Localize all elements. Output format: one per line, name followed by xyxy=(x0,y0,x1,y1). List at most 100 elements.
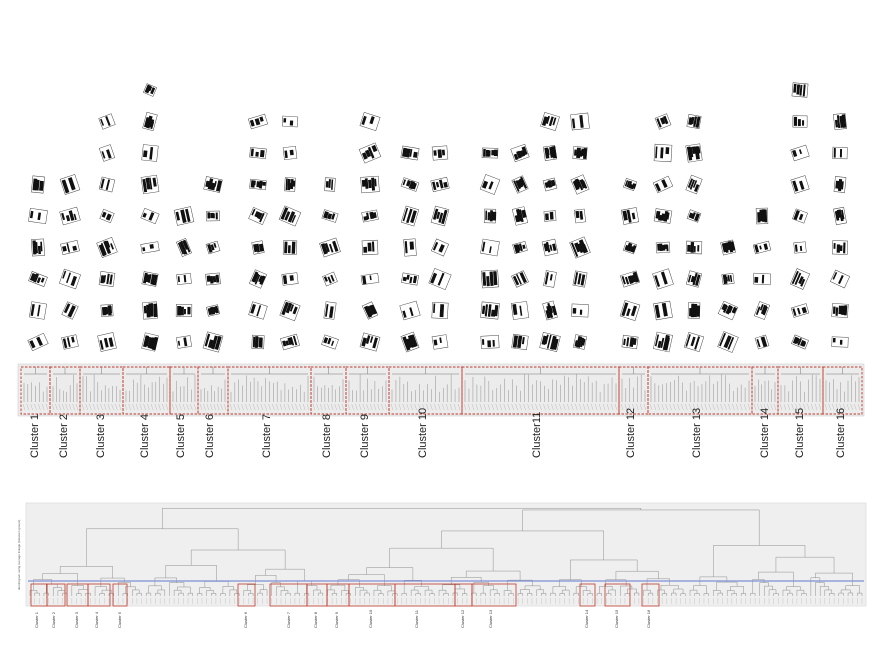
footprint-block xyxy=(493,149,498,157)
footprint-block xyxy=(215,180,222,192)
leaf-tick xyxy=(418,403,421,411)
footprint-block xyxy=(110,243,114,250)
footprint-block xyxy=(482,272,487,286)
footprint-block xyxy=(149,243,154,249)
footprint-block xyxy=(213,242,217,248)
leaf-tick xyxy=(704,403,708,411)
leaf-tick xyxy=(30,403,33,411)
building-footprint xyxy=(27,332,49,352)
footprint-block xyxy=(481,241,486,252)
footprint-block xyxy=(147,337,153,349)
leaf-tick xyxy=(158,403,161,411)
footprint-block xyxy=(665,147,670,155)
bottom-cluster-boxes xyxy=(30,583,660,607)
top-cluster-boxes xyxy=(20,366,863,415)
building-footprint xyxy=(789,268,811,290)
footprint-block xyxy=(694,336,701,350)
leaf-tick xyxy=(846,403,850,411)
footprint-block xyxy=(697,245,700,252)
footprint-block xyxy=(798,149,803,155)
footprint-block xyxy=(840,181,844,190)
leaf-tick xyxy=(366,403,369,411)
footprint-block xyxy=(145,177,151,190)
footprint-block xyxy=(544,334,549,345)
footprint-block xyxy=(494,305,499,317)
building-footprint xyxy=(510,301,530,320)
footprint-block xyxy=(549,305,554,313)
footprint-block xyxy=(574,242,582,253)
building-footprint xyxy=(790,303,810,318)
footprint-outline xyxy=(831,336,849,348)
footprint-block xyxy=(413,151,418,158)
leaf-tick xyxy=(351,403,354,411)
building-footprint xyxy=(206,210,220,222)
leaf-tick xyxy=(312,403,316,411)
leaf-tick xyxy=(543,403,546,411)
leaf-tick xyxy=(551,403,554,411)
building-footprint xyxy=(202,331,224,353)
leaf-tick xyxy=(355,403,358,411)
footprint-block xyxy=(621,275,626,285)
footprint-block xyxy=(631,245,637,253)
footprint-block xyxy=(621,302,629,317)
footprint-block xyxy=(654,275,661,288)
footprint-block xyxy=(802,341,807,347)
leaf-tick xyxy=(150,403,154,411)
leaf-tick xyxy=(736,403,739,411)
leaf-tick xyxy=(467,403,471,411)
leaf-tick xyxy=(843,403,846,411)
footprint-block xyxy=(284,150,288,159)
building-footprint xyxy=(653,208,673,224)
footprint-block xyxy=(100,178,105,189)
footprint-block xyxy=(29,273,37,282)
building-footprint xyxy=(717,300,739,321)
footprint-block xyxy=(661,302,668,317)
footprint-block xyxy=(694,213,700,222)
building-footprint xyxy=(829,269,851,289)
footprint-block xyxy=(835,307,839,316)
leaf-tick xyxy=(732,403,735,411)
leaf-tick xyxy=(162,403,165,411)
footprint-block xyxy=(142,212,147,218)
leaf-tick xyxy=(747,403,751,411)
footprint-block xyxy=(436,211,441,220)
building-footprint xyxy=(623,178,637,191)
leaf-tick xyxy=(531,403,534,411)
top-dendrogram-background xyxy=(17,363,865,417)
footprint-block xyxy=(578,239,588,254)
leaf-tick xyxy=(753,403,757,411)
bottom-cluster-label-16: Cluster 16 xyxy=(646,609,651,628)
leaf-tick xyxy=(640,403,643,411)
footprint-block xyxy=(65,214,71,222)
building-footprint xyxy=(98,271,116,287)
leaf-tick xyxy=(154,403,157,411)
footprint-block xyxy=(180,240,188,255)
footprint-block xyxy=(361,152,368,160)
footprint-block xyxy=(654,183,661,192)
footprint-block xyxy=(324,242,330,253)
footprint-block xyxy=(792,149,798,158)
leaf-tick xyxy=(252,403,256,411)
footprint-block xyxy=(361,179,366,187)
building-footprint xyxy=(251,334,265,350)
leaf-tick xyxy=(283,403,287,411)
building-footprint xyxy=(541,238,559,257)
building-footprint xyxy=(98,144,116,162)
footprint-block xyxy=(486,276,490,287)
footprint-block xyxy=(212,213,215,219)
building-footprint xyxy=(832,146,848,160)
leaf-tick xyxy=(72,403,75,411)
leaf-tick xyxy=(563,403,566,411)
footprint-block xyxy=(402,179,407,186)
footprint-block xyxy=(372,212,377,219)
leaf-tick xyxy=(598,403,602,411)
leaf-tick xyxy=(92,403,96,411)
leaf-tick xyxy=(272,403,275,411)
footprint-block xyxy=(70,275,77,287)
building-footprint xyxy=(685,174,703,195)
building-footprint xyxy=(28,271,48,287)
footprint-block xyxy=(285,340,290,346)
bottom-cluster-label-8: Cluster 8 xyxy=(313,611,318,628)
leaf-tick xyxy=(136,403,139,411)
leaf-tick xyxy=(854,403,857,411)
